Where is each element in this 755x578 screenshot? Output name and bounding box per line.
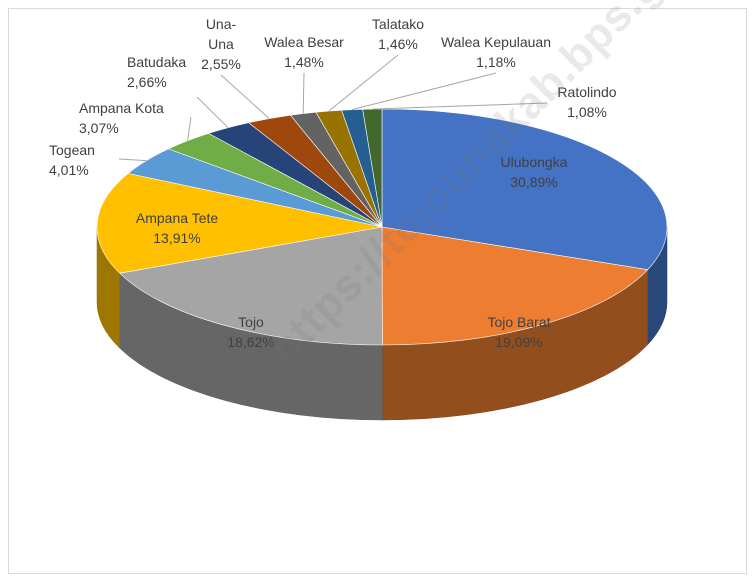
pie-top-slices [96,108,668,346]
leader-line-una-una [220,74,270,120]
data-label-togean: Togean 4,01% [49,142,95,178]
slice-tojo [119,226,383,346]
slice-ulubongka [381,108,668,271]
leader-line-talatako [328,54,399,112]
data-label-talatako: Talatako 1,46% [372,16,424,52]
data-label-una-una: Una-Una 2,55% [201,16,241,72]
data-labels: Ulubongka 30,89% Tojo Barat 19,09% Tojo 18,62… [49,16,617,350]
slice-tojo-barat [381,226,649,346]
leader-line-batudaka [196,96,229,129]
leader-lines [118,54,548,162]
data-label-ampana-kota: Ampana Kota 3,07% [79,100,164,136]
data-label-walea-kepulauan: Walea Kepulauan 1,18% [441,34,551,70]
chart-frame: Ulubongka 30,89% Tojo Barat 19,09% Tojo 18,62… [8,0,747,574]
data-label-ampana-tete: Ampana Tete 13,91% [136,210,218,246]
leader-line-ampana-kota [187,116,192,141]
leader-line-ratolindo [372,102,548,110]
data-label-ratolindo: Ratolindo 1,08% [557,84,616,120]
data-label-tojo: Tojo 18,62% [227,314,274,350]
data-label-walea-besar: Walea Besar 1,48% [264,34,344,70]
pie-depth-sides [96,226,668,421]
pie-chart: Ulubongka 30,89% Tojo Barat 19,09% Tojo 18,62… [49,16,668,421]
data-label-batudaka: Batudaka 2,66% [127,54,186,90]
leader-line-walea-kepulauan [352,72,497,111]
data-label-tojo-barat: Tojo Barat 19,09% [487,314,550,350]
data-label-ulubongka: Ulubongka 30,89% [501,154,568,190]
leader-line-walea-besar [302,72,305,114]
leader-line-togean [118,158,147,162]
slice-ampana-tete [96,173,383,274]
